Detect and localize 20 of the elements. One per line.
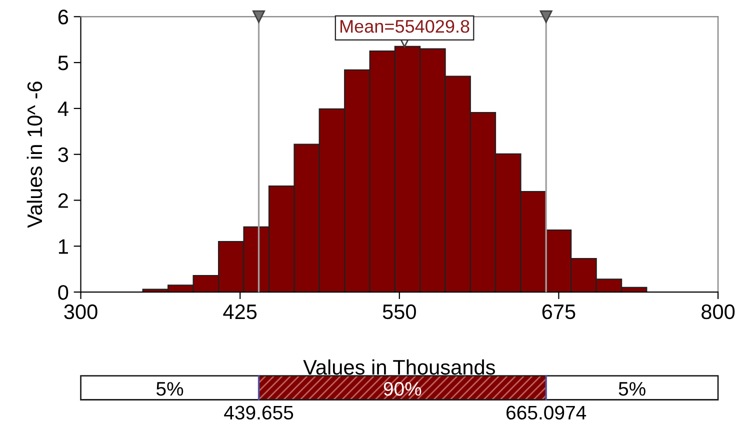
y-tick-label: 3 (58, 147, 68, 162)
annotation: Mean=554029.8 (340, 20, 470, 33)
y-tick-label: 4 (58, 102, 68, 116)
text: 439.655 (224, 406, 294, 420)
text: 5% (156, 382, 184, 396)
text: 5% (618, 382, 646, 396)
y-tick-label: 2 (58, 193, 68, 208)
text: 90% (384, 382, 422, 396)
text: 665.0974 (506, 406, 586, 420)
y-axis-title: Values in 10^ -6 (26, 82, 42, 228)
x-tick-label: 800 (702, 304, 735, 320)
y-tick-label: 6 (58, 10, 68, 24)
x-tick-label: 425 (223, 304, 257, 320)
y-tick-label: 0 (58, 285, 68, 300)
x-tick-label: 300 (64, 304, 98, 320)
x-axis-title: Values in Thousands (303, 359, 495, 375)
y-tick-label: 5 (58, 56, 68, 70)
y-tick-label: 1 (58, 239, 68, 254)
x-tick-label: 550 (382, 304, 416, 320)
x-tick-label: 675 (542, 304, 576, 320)
